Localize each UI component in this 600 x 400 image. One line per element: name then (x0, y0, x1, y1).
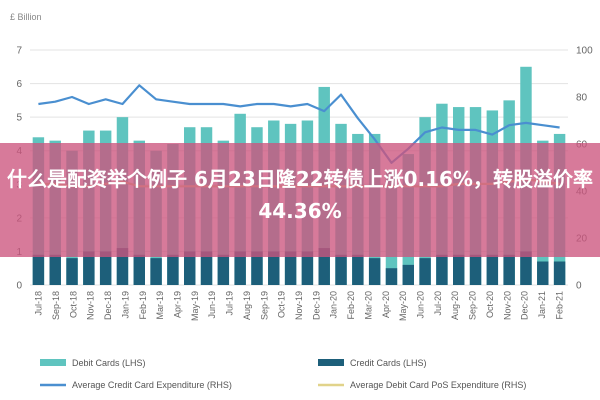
credit-cards-bar (486, 254, 499, 285)
right-tick-label: 80 (576, 93, 588, 104)
x-tick-label: Feb-19 (138, 291, 148, 320)
credit-cards-bar (268, 251, 280, 285)
credit-cards-bar (436, 254, 448, 285)
x-tick-label: Jan-20 (329, 291, 339, 319)
credit-cards-bar (150, 258, 162, 285)
x-tick-label: Mar-19 (155, 291, 165, 320)
x-tick-label: Apr-20 (381, 291, 391, 318)
x-tick-label: Jul-18 (34, 291, 44, 316)
right-tick-label: 100 (576, 46, 593, 57)
x-tick-label: Dec-18 (103, 291, 113, 320)
x-tick-label: Jan-19 (120, 291, 130, 319)
x-tick-label: Feb-20 (346, 291, 356, 320)
credit-cards-bar (385, 268, 398, 285)
x-tick-label: Nov-18 (86, 291, 96, 320)
credit-cards-bar (49, 254, 61, 285)
unit-label: £ Billion (10, 12, 42, 22)
x-tick-label: Oct-19 (277, 291, 287, 318)
legend-label-avg-debit-pos: Average Debit Card PoS Expenditure (RHS) (350, 380, 526, 390)
credit-cards-bar (301, 251, 314, 285)
credit-cards-bar (469, 254, 482, 285)
right-tick-label: 0 (576, 281, 582, 292)
left-tick-label: 7 (16, 46, 22, 57)
x-tick-label: Dec-19 (311, 291, 321, 320)
x-tick-label: Oct-20 (485, 291, 495, 318)
x-axis: Jul-18 Sep-18 Oct-18 Nov-18 Dec-18 Jan-19 Feb-… (34, 291, 565, 321)
credit-cards-bar (537, 261, 549, 285)
avg-credit-card-expenditure-line (38, 84, 560, 164)
x-tick-label: Mar-20 (363, 291, 373, 320)
x-tick-label: Jul-20 (433, 291, 443, 316)
x-tick-label: May-19 (190, 291, 200, 321)
x-tick-label: Sep-18 (51, 291, 61, 320)
left-tick-label: 6 (16, 79, 22, 90)
x-tick-label: Jul-19 (225, 291, 235, 316)
x-tick-label: Jan-21 (537, 291, 547, 319)
x-tick-label: May-20 (398, 291, 408, 321)
legend-label-debit-cards: Debit Cards (LHS) (72, 358, 146, 368)
credit-cards-bar (200, 251, 213, 285)
credit-cards-bar (234, 251, 246, 285)
x-tick-label: Aug-19 (242, 291, 252, 320)
credit-cards-bar (99, 251, 112, 285)
x-tick-label: Nov-20 (502, 291, 512, 320)
credit-cards-bar (83, 251, 95, 285)
left-tick-label: 0 (16, 281, 22, 292)
x-tick-label: Apr-19 (173, 291, 183, 318)
credit-cards-bar (503, 254, 515, 285)
headline-text: 什么是配资举个例子 6月23日隆22转债上涨0.16%，转股溢价率44.36% (7, 167, 593, 223)
credit-cards-bar (32, 254, 45, 285)
legend: Debit Cards (LHS) Credit Cards (LHS) Ave… (40, 358, 526, 390)
credit-cards-bar (368, 258, 381, 285)
credit-cards-bar (167, 254, 179, 285)
legend-swatch-debit-cards (40, 359, 66, 366)
x-tick-label: Sep-20 (468, 291, 478, 320)
x-tick-label: Dec-20 (520, 291, 530, 320)
x-tick-label: Aug-20 (450, 291, 460, 320)
credit-cards-bar (318, 248, 330, 285)
credit-cards-bar (217, 254, 230, 285)
credit-cards-bar (66, 258, 78, 285)
credit-cards-bar (352, 254, 364, 285)
legend-swatch-credit-cards (318, 359, 344, 366)
legend-label-avg-credit: Average Credit Card Expenditure (RHS) (72, 380, 232, 390)
credit-cards-bar (133, 254, 145, 285)
credit-cards-bar (284, 251, 297, 285)
x-tick-label: Feb-21 (554, 291, 564, 320)
x-tick-label: Jun-19 (207, 291, 217, 319)
left-tick-label: 5 (16, 113, 22, 124)
headline-banner: 什么是配资举个例子 6月23日隆22转债上涨0.16%，转股溢价率44.36% (0, 143, 600, 257)
legend-label-credit-cards: Credit Cards (LHS) (350, 358, 427, 368)
credit-cards-bar (419, 258, 431, 285)
x-tick-label: Oct-18 (68, 291, 78, 318)
credit-cards-bar (520, 251, 532, 285)
x-tick-label: Sep-19 (259, 291, 269, 320)
credit-cards-bar (251, 251, 263, 285)
credit-cards-bar (453, 254, 465, 285)
credit-cards-bar (402, 264, 414, 285)
credit-cards-bar (335, 254, 347, 285)
credit-cards-bar (116, 248, 129, 285)
credit-cards-bar (553, 261, 566, 285)
x-tick-label: Nov-19 (294, 291, 304, 320)
credit-cards-bar (184, 251, 196, 285)
x-tick-label: Jun-20 (415, 291, 425, 319)
